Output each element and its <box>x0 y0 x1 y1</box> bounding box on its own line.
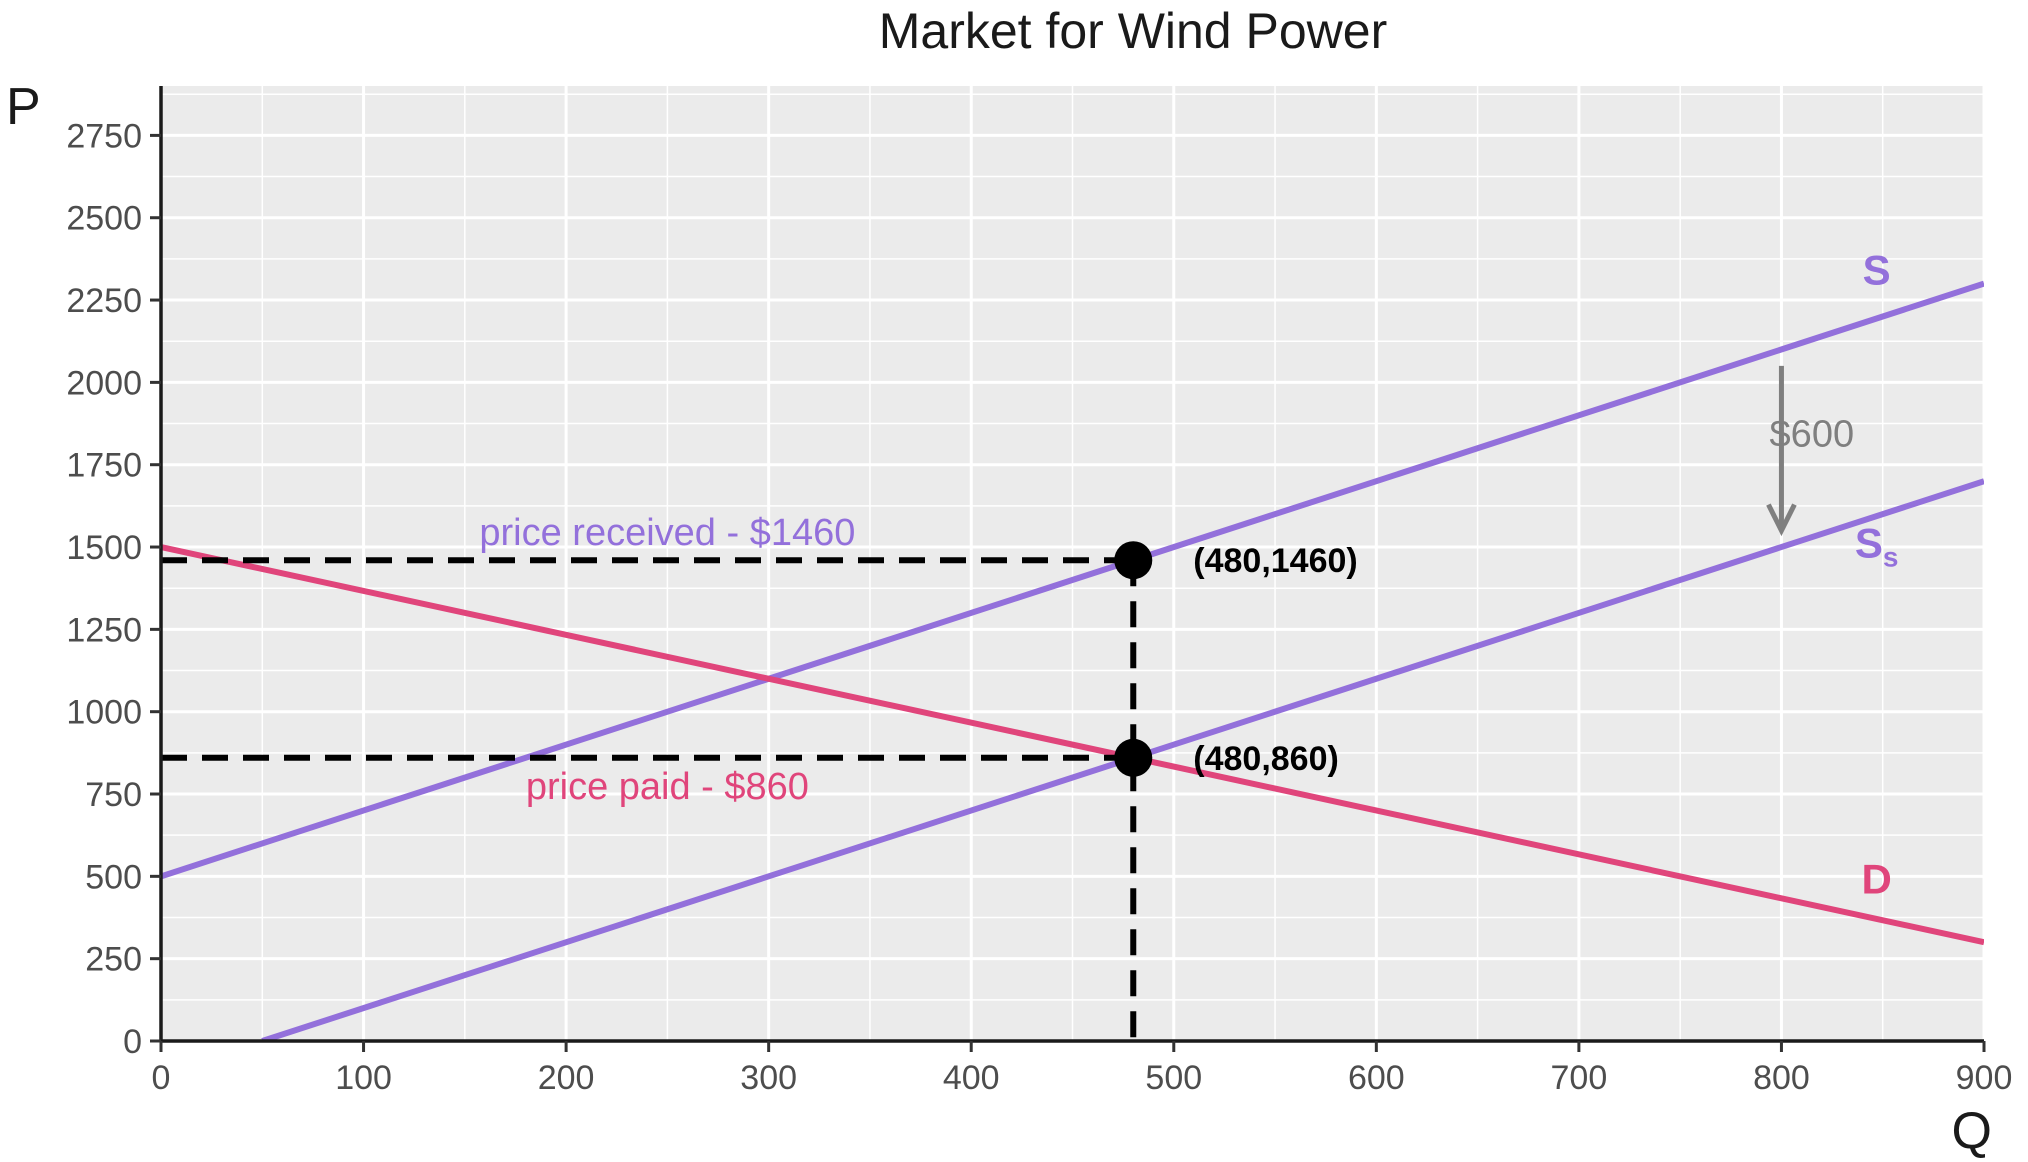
y-tick-label: 1750 <box>66 447 142 485</box>
series-line-s <box>161 280 1984 880</box>
annotation-label: price received - $1460 <box>479 512 855 554</box>
y-tick-label: 250 <box>85 941 142 979</box>
x-tick-label: 100 <box>335 1059 392 1097</box>
x-tick-label: 300 <box>740 1059 797 1097</box>
subsidy-arrow-head <box>1766 503 1797 537</box>
chart-title: Market for Wind Power <box>879 3 1387 59</box>
subsidy-arrow <box>1766 365 1797 537</box>
curve-label-s: S <box>1863 246 1891 293</box>
y-tick-label: 500 <box>85 858 142 896</box>
x-tick-label: 0 <box>152 1059 171 1097</box>
curve-label-d: D <box>1861 856 1891 903</box>
minor-gridlines <box>161 86 1984 1041</box>
x-tick-label: 700 <box>1551 1059 1608 1097</box>
x-tick-label: 200 <box>538 1059 595 1097</box>
y-tick-label: 0 <box>123 1023 142 1061</box>
axes: 0 100 200 300 400 500 600 700 800 900 0 250 500 750 10… <box>66 86 2012 1097</box>
x-tick-label: 500 <box>1145 1059 1202 1097</box>
y-tick-label: 750 <box>85 776 142 814</box>
y-tick-label: 2000 <box>66 364 142 402</box>
curve-label-subscript: s <box>1883 542 1899 573</box>
y-axis-title: P <box>6 78 41 136</box>
equilibrium-point <box>1114 541 1153 580</box>
equilibrium-points <box>1114 541 1153 777</box>
y-tick-label: 1250 <box>66 611 142 649</box>
annotation-label: $600 <box>1770 413 1855 455</box>
point-label: (480,860) <box>1193 740 1339 778</box>
y-tick-label: 1000 <box>66 694 142 732</box>
x-tick-label: 600 <box>1348 1059 1405 1097</box>
series-line-d <box>161 544 1984 946</box>
y-tick-label: 2750 <box>66 117 142 155</box>
y-tick-label: 2250 <box>66 282 142 320</box>
point-label: (480,1460) <box>1193 542 1357 580</box>
annotation-label: price paid - $860 <box>526 766 809 808</box>
y-tick-label: 1500 <box>66 529 142 567</box>
x-tick-label: 400 <box>943 1059 1000 1097</box>
y-tick-label: 2500 <box>66 200 142 238</box>
x-axis-title: Q <box>1952 1102 1992 1160</box>
x-tick-label: 800 <box>1753 1059 1810 1097</box>
equilibrium-point <box>1114 738 1153 777</box>
x-tick-label: 900 <box>1956 1059 2013 1097</box>
